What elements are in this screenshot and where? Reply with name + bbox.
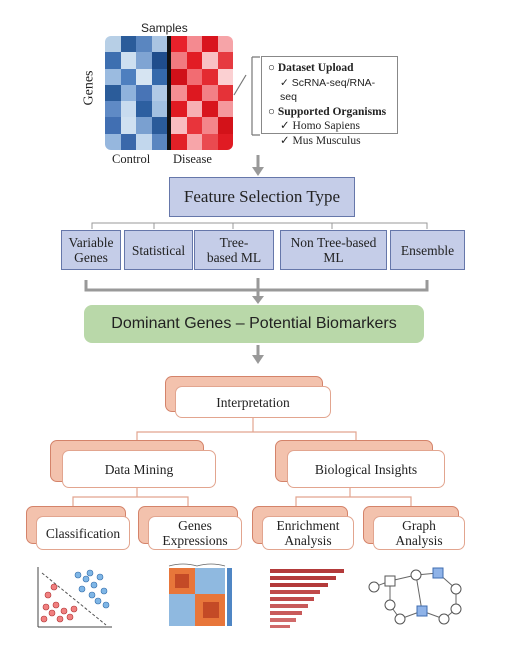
heatmap-cell — [136, 68, 152, 85]
check-icon: ✓ — [280, 134, 290, 147]
heatmap-cell — [171, 36, 187, 53]
heatmap-cell — [186, 84, 202, 102]
heatmap-cell — [186, 117, 202, 134]
heatmap-cell — [120, 36, 136, 53]
heatmap-cell — [120, 133, 136, 150]
feature-type-tree-based-ml: Tree-based ML — [194, 230, 274, 270]
heatmap-cell — [217, 36, 233, 53]
heatmap-cell — [202, 84, 218, 102]
heatmap-cell — [151, 101, 167, 118]
interpretation-box: Interpretation — [175, 386, 331, 418]
heatmap-cell — [171, 117, 187, 134]
heatmap-cell — [202, 52, 218, 69]
disease-label: Disease — [173, 152, 212, 166]
enrichment-bar-thumbnail — [270, 569, 344, 628]
heatmap-cell — [186, 101, 202, 118]
heatmap-cell — [105, 36, 121, 53]
expression-heatmap-thumbnail — [168, 563, 232, 626]
homo-sapiens-label: Homo Sapiens — [292, 120, 360, 132]
dataset-upload-label: Dataset Upload — [277, 62, 354, 74]
heatmap-cell — [136, 117, 152, 134]
heatmap-cell — [120, 68, 136, 85]
bullet-circle-icon: ○ — [268, 62, 275, 74]
graph-network-thumbnail — [368, 567, 462, 625]
heatmap-cell — [202, 68, 218, 85]
heatmap-cell — [217, 101, 233, 118]
scrna-label: ScRNA-seq/RNA-seq — [280, 76, 376, 104]
biological-insights-box: Biological Insights — [287, 450, 445, 488]
heatmap-cell — [217, 84, 233, 102]
heatmap-cell — [171, 133, 187, 150]
feature-selection-title: Feature Selection Type — [169, 177, 355, 217]
heatmap-cell — [171, 52, 187, 69]
heatmap-cell — [186, 36, 202, 53]
heatmap-cell — [151, 68, 167, 85]
heatmap-cell — [186, 133, 202, 150]
heatmap-cell — [105, 117, 121, 134]
info-bracket — [233, 56, 260, 136]
heatmap-cell — [186, 68, 202, 85]
heatmap-cell — [217, 133, 233, 150]
check-icon: ✓ — [280, 120, 290, 132]
classification-box: Classification — [36, 516, 130, 550]
check-icon: ✓ — [280, 76, 289, 89]
dominant-genes-box: Dominant Genes – Potential Biomarkers — [84, 305, 424, 343]
supported-organisms-label: Supported Organisms — [277, 105, 387, 118]
heatmap-cell — [151, 133, 167, 150]
heatmap-cell — [136, 36, 152, 53]
heatmap-cell — [202, 117, 218, 134]
feature-type-statistical: Statistical — [124, 230, 193, 270]
feature-type-variable-genes: Variable Genes — [61, 230, 121, 270]
heatmap-cell — [217, 117, 233, 134]
data-mining-box: Data Mining — [62, 450, 216, 488]
heatmap-cell — [120, 84, 136, 102]
heatmap-cell — [151, 84, 167, 102]
heatmap-cell — [136, 84, 152, 102]
heatmap-cell — [171, 84, 187, 102]
heatmap-divider — [167, 36, 171, 150]
feature-type-non-tree-based-ml: Non Tree-based ML — [280, 230, 387, 270]
heatmap-cell — [151, 117, 167, 134]
heatmap-cell — [105, 133, 121, 150]
samples-label: Samples — [141, 21, 188, 35]
heatmap-cell — [120, 117, 136, 134]
heatmap-cell — [186, 52, 202, 69]
control-label: Control — [112, 152, 151, 166]
heatmap-cell — [120, 52, 136, 69]
heatmap-cell — [105, 84, 121, 102]
classification-scatter-thumbnail — [37, 567, 112, 628]
heatmap-cell — [105, 52, 121, 69]
heatmap-cell — [105, 101, 121, 118]
bullet-circle-icon: ○ — [268, 105, 275, 118]
feature-type-ensemble: Ensemble — [390, 230, 465, 270]
genes-expressions-box: Genes Expressions — [148, 516, 242, 550]
heatmap-cell — [171, 101, 187, 118]
graph-analysis-box: Graph Analysis — [373, 516, 465, 550]
mus-musculus-label: Mus Musculus — [292, 134, 361, 147]
heatmap-cell — [120, 101, 136, 118]
info-box: ○ Dataset Upload ✓ ScRNA-seq/RNA-seq ○ S… — [261, 56, 398, 147]
heatmap-cell — [171, 68, 187, 85]
heatmap-cell — [202, 36, 218, 53]
control-heatmap — [105, 36, 167, 150]
heatmap-cell — [202, 133, 218, 150]
heatmap-cell — [151, 52, 167, 69]
heatmap-cell — [202, 101, 218, 118]
heatmap-cell — [151, 36, 167, 53]
enrichment-analysis-box: Enrichment Analysis — [262, 516, 354, 550]
heatmap-cell — [217, 68, 233, 85]
disease-heatmap — [171, 36, 233, 150]
heatmap-cell — [105, 68, 121, 85]
heatmap-cell — [136, 52, 152, 69]
heatmap-cell — [217, 52, 233, 69]
heatmap-cell — [136, 133, 152, 150]
heatmap-cell — [136, 101, 152, 118]
